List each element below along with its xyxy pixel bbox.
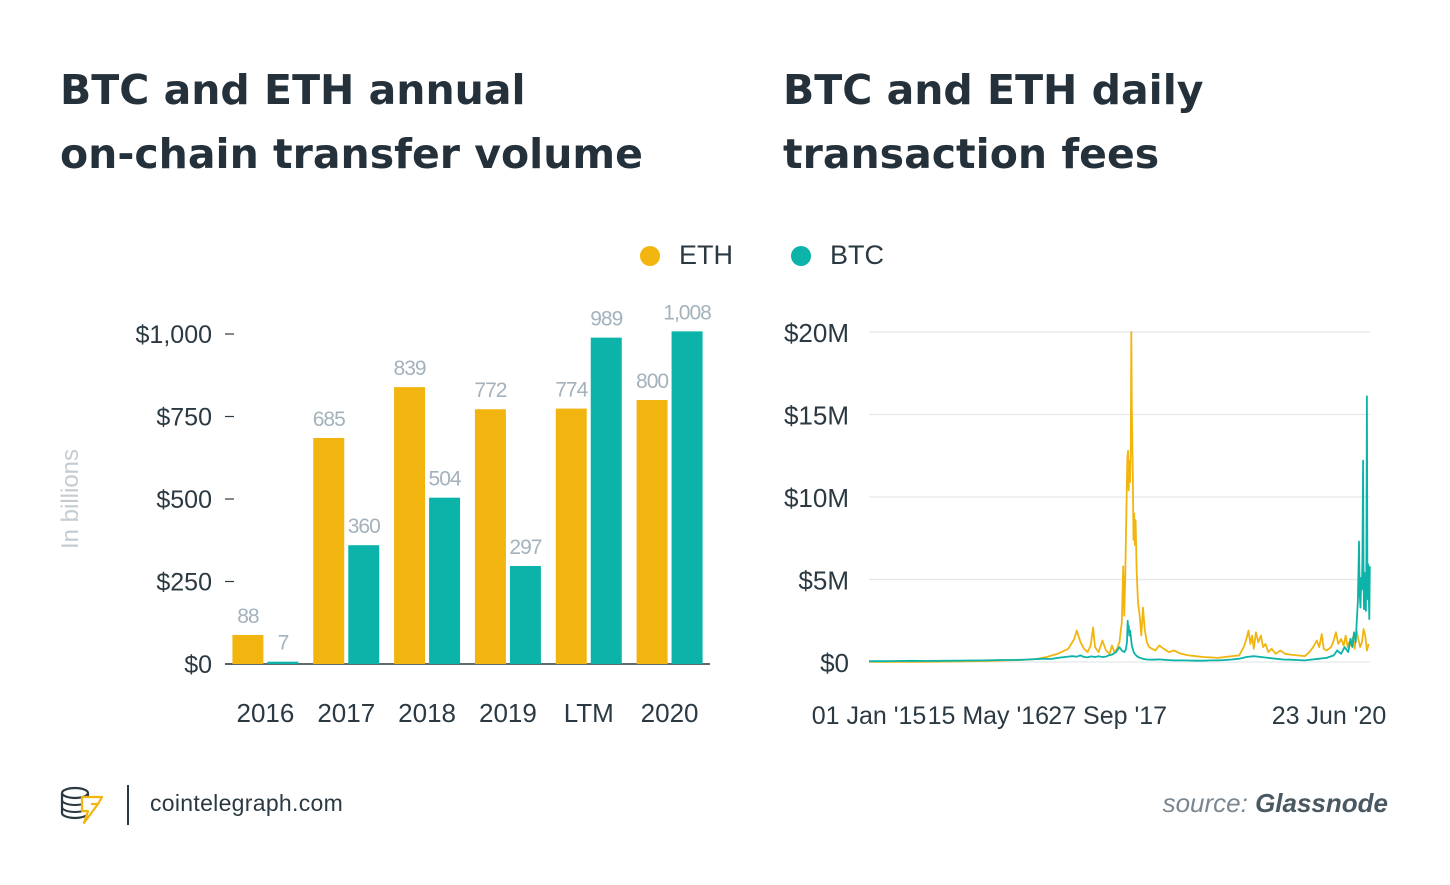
legend-eth-swatch <box>640 245 660 266</box>
left-chart-title-line-1: BTC and ETH annual <box>60 66 526 114</box>
line-y-tick-label: $10M <box>784 483 849 513</box>
bar-x-tick-label: LTM <box>564 698 614 728</box>
footer-divider <box>127 785 129 825</box>
bar-data-label: 839 <box>394 357 426 380</box>
bar-data-label: 989 <box>590 308 622 331</box>
bar-x-tick-label: 2016 <box>236 698 294 728</box>
line-x-tick-label: 27 Sep '17 <box>1048 702 1167 730</box>
bar-data-label: 7 <box>278 632 289 655</box>
bar-btc-2019 <box>509 565 541 664</box>
bar-y-tick-label: $500 <box>156 486 212 514</box>
bar-btc-ltm <box>590 337 622 664</box>
left-chart-title: BTC and ETH annual on-chain transfer vol… <box>60 58 643 186</box>
line-x-tick-label: 15 May '16 <box>928 702 1050 730</box>
line-x-tick-label: 23 Jun '20 <box>1272 702 1387 730</box>
legend-btc-swatch <box>791 245 811 266</box>
line-y-tick-label: $15M <box>784 401 849 431</box>
bar-btc-2020 <box>671 331 703 664</box>
bar-eth-2018 <box>394 387 426 664</box>
bar-y-tick-label: $1,000 <box>136 321 212 349</box>
source-name: Glassnode <box>1255 788 1388 818</box>
bar-eth-2016 <box>232 634 264 664</box>
line-x-tick-label: 01 Jan '15 <box>812 702 927 730</box>
right-chart-title-line-2: transaction fees <box>783 130 1160 178</box>
bar-data-label: 800 <box>636 370 668 393</box>
bar-btc-2017 <box>348 545 380 664</box>
bar-x-tick-label: 2019 <box>479 698 537 728</box>
bar-x-tick-label: 2017 <box>317 698 375 728</box>
bar-y-tick-label: $0 <box>184 651 212 679</box>
footer-site-name: cointelegraph.com <box>150 790 344 816</box>
legend-eth-label: ETH <box>679 240 733 270</box>
line-series-eth <box>869 331 1370 663</box>
bar-y-tick-label: $750 <box>156 404 212 432</box>
bar-btc-2018 <box>429 497 461 664</box>
bar-y-axis-label: In billions <box>57 449 84 549</box>
legend-item-btc: BTC <box>791 240 884 271</box>
bar-eth-ltm <box>555 408 587 664</box>
right-chart-title-line-1: BTC and ETH daily <box>783 66 1204 114</box>
line-series-btc <box>869 395 1371 663</box>
bar-data-label: 774 <box>555 379 588 402</box>
bar-data-label: 685 <box>313 408 345 431</box>
legend-btc-label: BTC <box>830 240 884 270</box>
bar-y-tick-label: $250 <box>156 569 212 597</box>
line-y-tick-label: $0 <box>820 648 849 678</box>
bar-btc-2016 <box>267 661 299 664</box>
line-y-tick-label: $5M <box>798 566 849 596</box>
bar-eth-2020 <box>636 400 668 664</box>
bar-x-tick-label: 2018 <box>398 698 456 728</box>
bar-data-label: 360 <box>348 515 380 538</box>
right-chart-title: BTC and ETH daily transaction fees <box>783 58 1203 186</box>
bar-eth-2017 <box>313 437 345 664</box>
bar-eth-2019 <box>474 409 506 664</box>
legend: ETH BTC <box>640 240 942 271</box>
bar-data-label: 772 <box>474 379 506 402</box>
bar-chart: $0 $250 $500 $750 $1,000 In billions 88 7 2016 68… <box>57 301 712 728</box>
bar-data-label: 88 <box>237 605 259 628</box>
source-prefix: source: <box>1162 788 1248 818</box>
source-credit: source: Glassnode <box>1163 788 1388 819</box>
bar-data-label: 1,008 <box>663 301 711 324</box>
left-chart-title-line-2: on-chain transfer volume <box>60 130 643 178</box>
bar-data-label: 297 <box>509 536 541 559</box>
bar-data-label: 504 <box>429 468 462 491</box>
legend-item-eth: ETH <box>640 240 733 271</box>
bar-x-tick-label: 2020 <box>641 698 699 728</box>
line-y-tick-label: $20M <box>784 318 849 348</box>
